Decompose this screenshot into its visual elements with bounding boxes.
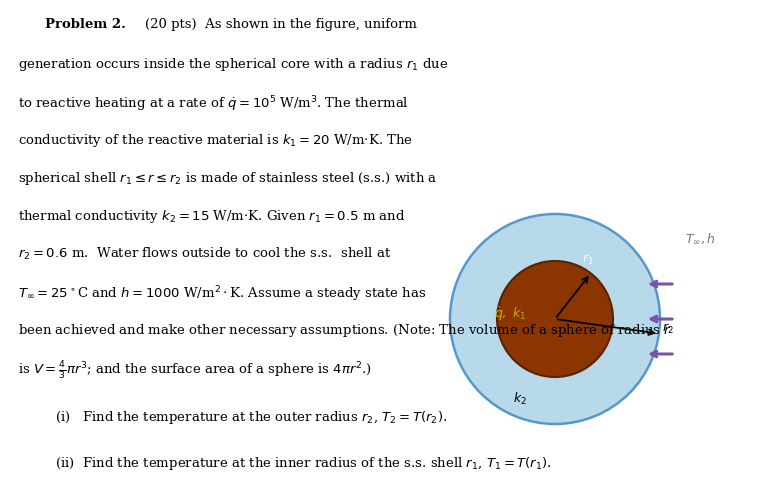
Text: (i)   Find the temperature at the outer radius $r_2$, $T_2=T(r_2)$.: (i) Find the temperature at the outer ra… [55, 410, 448, 426]
Text: $\dot{q},\ k_1$: $\dot{q},\ k_1$ [494, 305, 526, 323]
Circle shape [497, 261, 613, 377]
Text: been achieved and make other necessary assumptions. (Note: The volume of a spher: been achieved and make other necessary a… [18, 322, 672, 339]
Text: $k_2$: $k_2$ [513, 391, 527, 407]
Text: to reactive heating at a rate of $\dot{q}=10^5$ W/m$^3$. The thermal: to reactive heating at a rate of $\dot{q… [18, 94, 409, 114]
Text: generation occurs inside the spherical core with a radius $r_1$ due: generation occurs inside the spherical c… [18, 56, 448, 73]
Text: is $V=\frac{4}{3}\pi r^3$; and the surface area of a sphere is $4\pi r^2$.): is $V=\frac{4}{3}\pi r^3$; and the surfa… [18, 360, 372, 382]
Circle shape [450, 214, 660, 424]
Text: $T_\infty=25^\circ$C and $h=1000$ W/m$^2\cdot$K. Assume a steady state has: $T_\infty=25^\circ$C and $h=1000$ W/m$^2… [18, 284, 427, 304]
Text: (ii)  Find the temperature at the inner radius of the s.s. shell $r_1$, $T_1=T(r: (ii) Find the temperature at the inner r… [55, 455, 552, 472]
Text: $T_\infty,h$: $T_\infty,h$ [685, 232, 716, 246]
Text: (20 pts)  As shown in the figure, uniform: (20 pts) As shown in the figure, uniform [145, 18, 417, 31]
Text: $r_2$: $r_2$ [662, 322, 674, 335]
Text: Problem 2.: Problem 2. [45, 18, 126, 31]
Text: spherical shell $r_1 \leq r \leq r_2$ is made of stainless steel (s.s.) with a: spherical shell $r_1 \leq r \leq r_2$ is… [18, 170, 437, 187]
Text: thermal conductivity $k_2=15$ W/m$\cdot$K. Given $r_1=0.5$ m and: thermal conductivity $k_2=15$ W/m$\cdot$… [18, 208, 406, 225]
Text: $r_2=0.6$ m.  Water flows outside to cool the s.s.  shell at: $r_2=0.6$ m. Water flows outside to cool… [18, 246, 391, 262]
Text: conductivity of the reactive material is $k_1=20$ W/m$\cdot$K. The: conductivity of the reactive material is… [18, 132, 413, 149]
Text: $r_1$: $r_1$ [582, 253, 594, 267]
